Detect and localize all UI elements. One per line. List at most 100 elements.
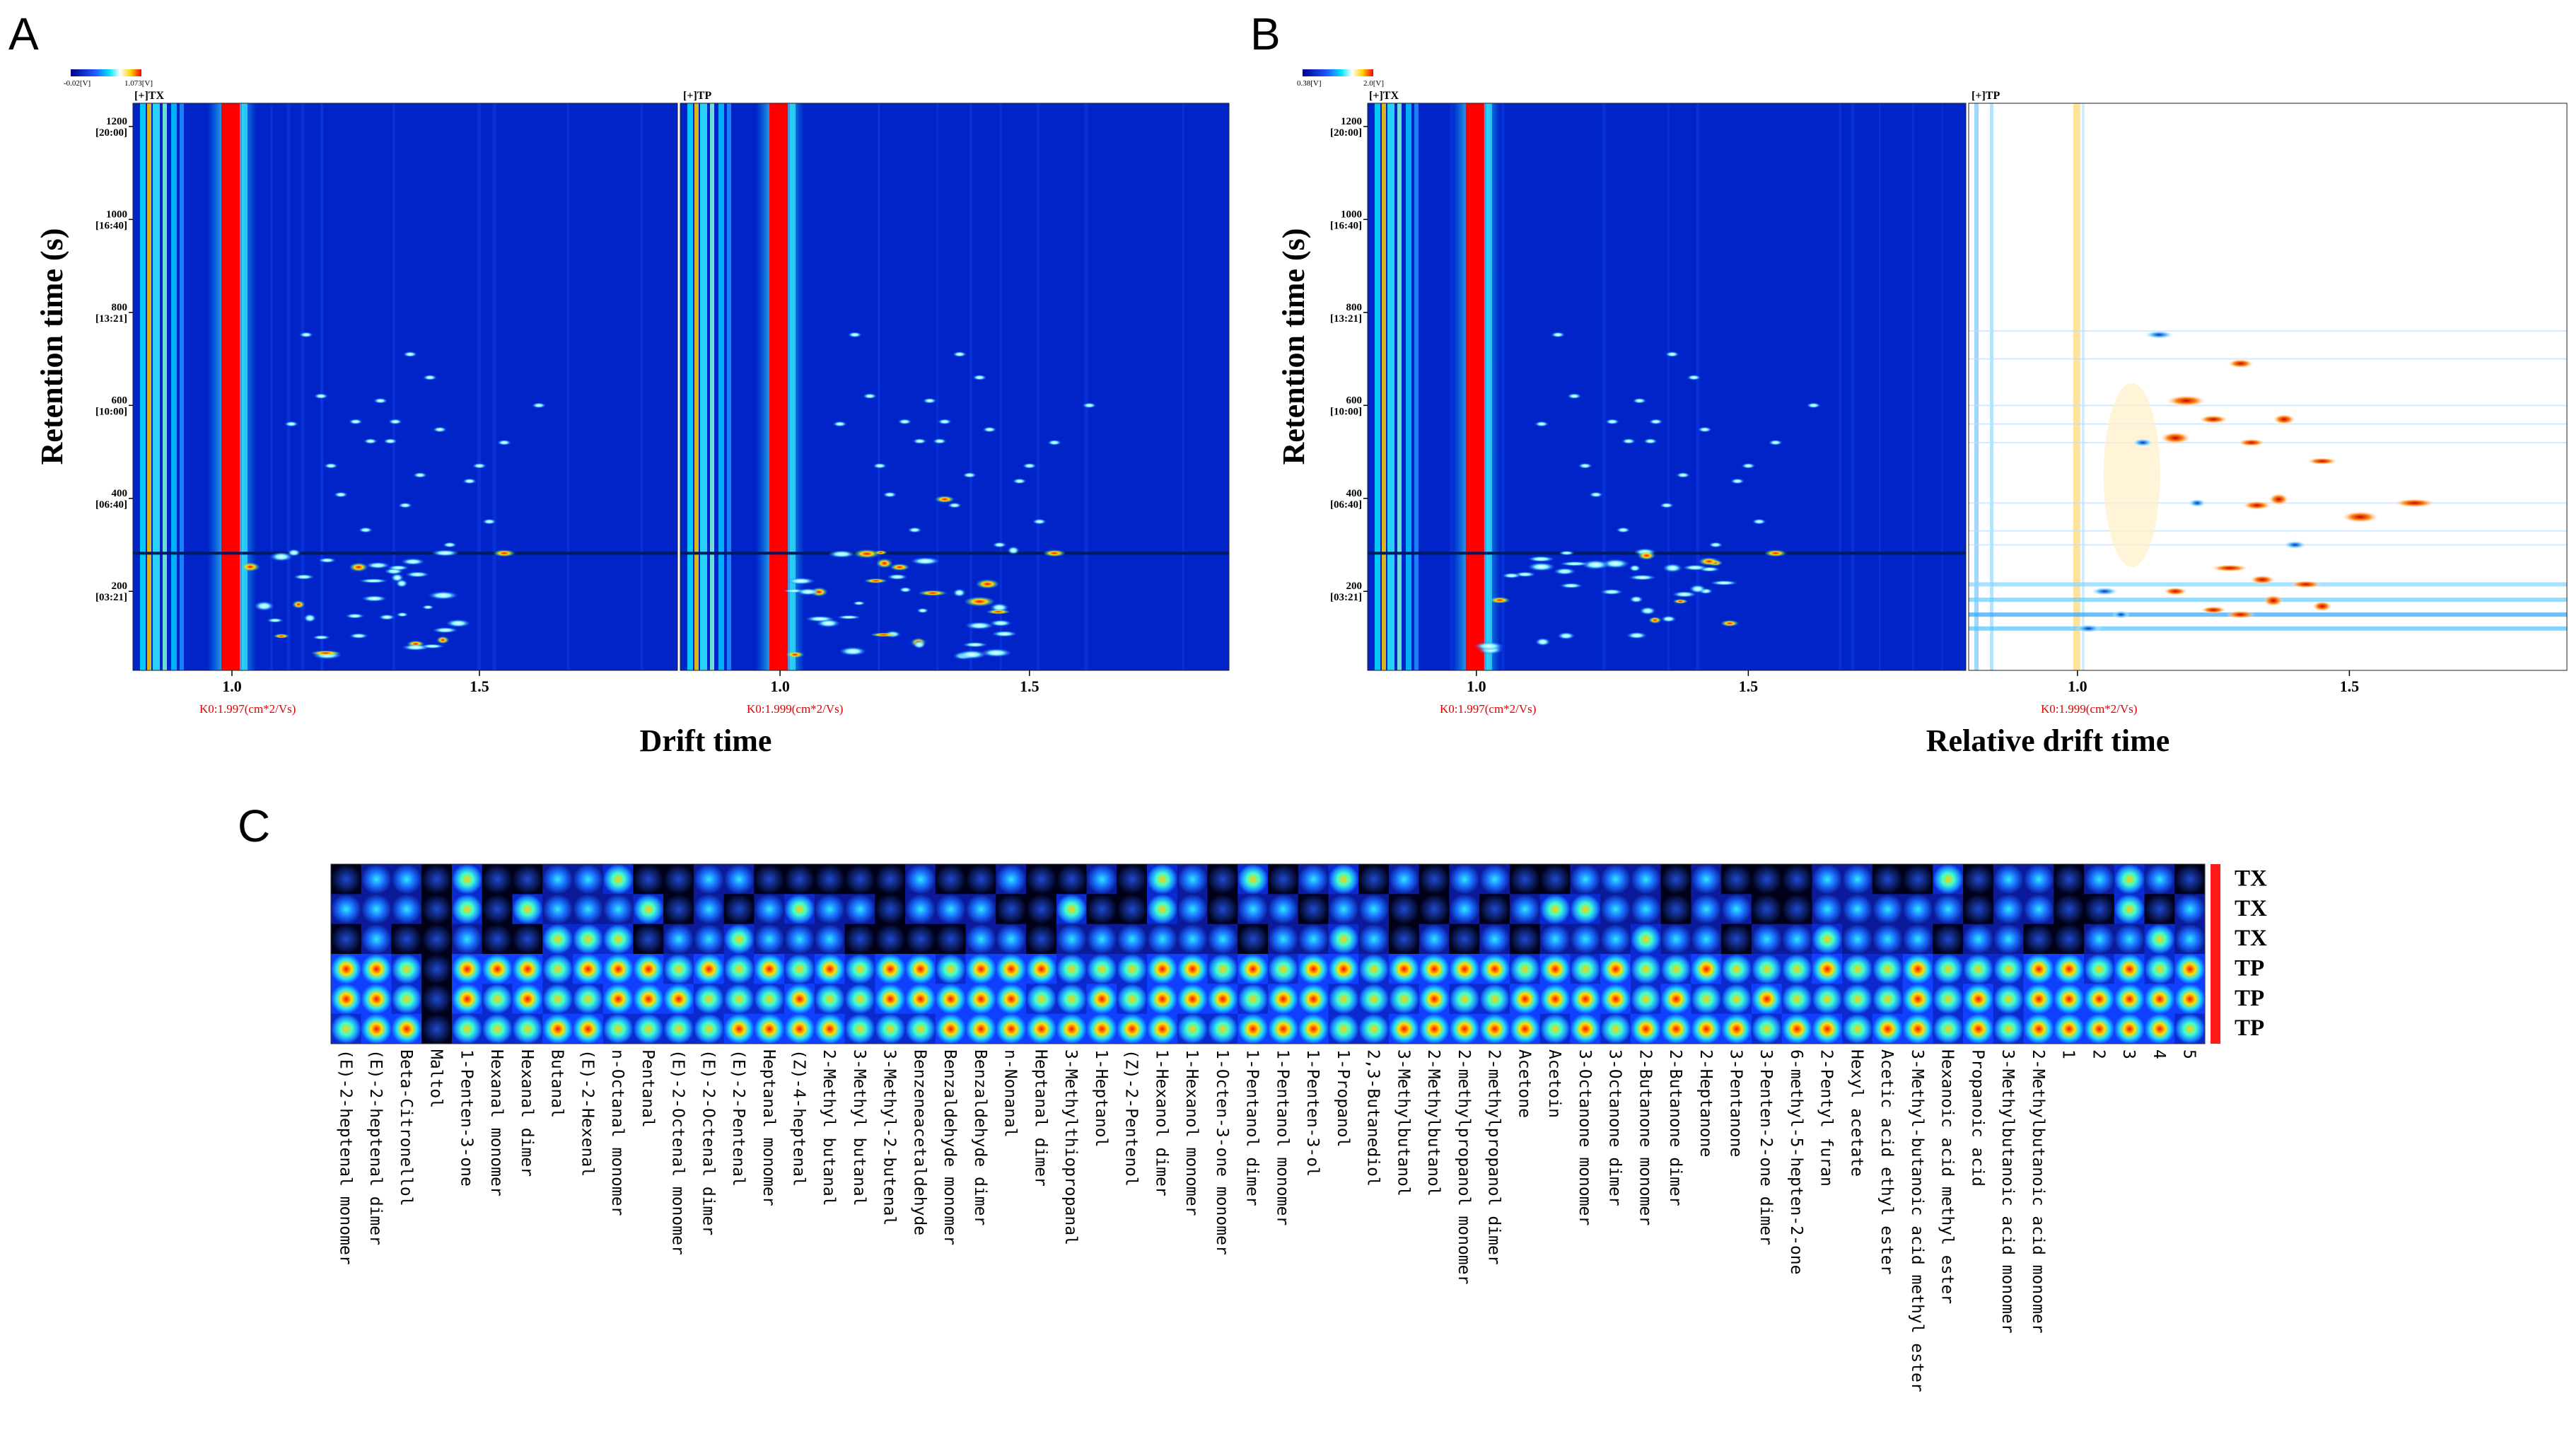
- heatmap-cell: [663, 864, 694, 895]
- panel-b-plot-tx-streak: [1696, 103, 1700, 670]
- heatmap-column-label: 2-Methylbutanol: [1424, 1049, 1443, 1196]
- heatmap-cell: [935, 984, 967, 1015]
- panel-b-plot-tx-baseline-dip: [1368, 552, 1966, 555]
- panel-a-plot-tx-peak: [363, 438, 378, 444]
- heatmap-cell: [1207, 924, 1238, 955]
- heatmap-cell: [2084, 1013, 2115, 1044]
- heatmap-cell: [1147, 984, 1178, 1015]
- panel-b-plot-tp-difference-increase-spot: [2268, 493, 2290, 506]
- heatmap-column-label: 1-Pentanol dimer: [1243, 1049, 1262, 1206]
- panel-b-plot-tp-difference-increase-spot: [2272, 414, 2296, 425]
- heatmap-cell: [1933, 984, 1964, 1015]
- heatmap-cell: [1479, 864, 1510, 895]
- heatmap-cell: [1479, 1013, 1510, 1044]
- heatmap-frame: [330, 863, 2206, 1044]
- panel-a-plot-tp-peak: [1047, 439, 1062, 445]
- panel-b-plot-tp-difference-increase-spot: [2227, 359, 2254, 368]
- heatmap-cell: [663, 984, 694, 1015]
- panel-a-plot-tp-streak: [936, 103, 939, 670]
- panel-b-plot-tx-peak: [1662, 563, 1683, 573]
- heatmap-cell: [1842, 894, 1873, 925]
- panel-a-plot-tp-peak: [832, 421, 847, 427]
- heatmap-cell: [996, 864, 1027, 895]
- panel-b-plot-tp-difference-residual-line: [1969, 626, 2567, 631]
- panel-a-plot-tp-peak: [870, 632, 897, 637]
- heatmap-cell: [723, 924, 755, 955]
- panel-b-plot-tp-k0: K0:1.999(cm*2/Vs): [2041, 702, 2137, 716]
- heatmap-cell: [1963, 954, 1994, 984]
- panel-a-plot-tx-peak: [443, 542, 457, 548]
- heatmap-cell: [875, 864, 906, 895]
- heatmap-cell: [1117, 894, 1148, 925]
- panel-a-plot-tp-rip-edge: [790, 103, 796, 670]
- heatmap-column-label: 3-Methylbutanol: [1394, 1049, 1412, 1196]
- heatmap-cell: [1630, 954, 1662, 984]
- panel-b-plot-tx-streak: [1941, 103, 1943, 670]
- panel-a-plot-tx-peak: [349, 419, 363, 425]
- heatmap-cell: [633, 984, 664, 1015]
- heatmap-cell: [1933, 864, 1964, 895]
- heatmap-cell: [875, 924, 906, 955]
- heatmap-cell: [1691, 954, 1722, 984]
- panel-b-plot-tp-difference-residual-line: [1969, 582, 2567, 587]
- heatmap-column-label: 1-Octen-3-one monomer: [1213, 1049, 1231, 1255]
- heatmap-column-label: 1-Heptanol: [1092, 1049, 1110, 1147]
- panel-a-plot-tp-peak: [1043, 549, 1066, 557]
- heatmap-cell: [2144, 894, 2175, 925]
- heatmap-cell: [2084, 864, 2115, 895]
- panel-b-plot-tx-peak: [1643, 438, 1658, 444]
- panel-a-plot-tp-peak: [932, 438, 947, 444]
- heatmap-cell: [875, 984, 906, 1015]
- heatmap-cell: [512, 984, 543, 1015]
- heatmap-cell: [391, 1013, 422, 1044]
- heatmap-column-label: 2-methylpropanol monomer: [1455, 1049, 1473, 1284]
- heatmap-cell: [1117, 924, 1148, 955]
- heatmap-column-label: Maltol: [427, 1049, 446, 1108]
- panel-a-plot-tx-peak: [446, 619, 471, 628]
- heatmap-cell: [1177, 924, 1209, 955]
- heatmap-cell: [633, 864, 664, 895]
- heatmap-column-label: Pentanal: [639, 1049, 657, 1128]
- heatmap-cell: [1751, 864, 1783, 895]
- panel-b-plot-tp-difference-xtick-label: 1.0: [2068, 677, 2087, 695]
- heatmap-cell: [451, 984, 483, 1015]
- panel-a-plot-tx-peak: [334, 491, 348, 498]
- heatmap-cell: [1993, 1013, 2025, 1044]
- heatmap-cell: [482, 864, 513, 895]
- heatmap-column-label: (Z)-4-heptenal: [790, 1049, 808, 1187]
- panel-a-plot-tp-peak: [982, 426, 997, 433]
- heatmap-cell: [1086, 984, 1117, 1015]
- heatmap-cell: [1388, 1013, 1420, 1044]
- panel-b-plot-tx-peak: [1768, 439, 1783, 445]
- heatmap-cell: [1660, 924, 1691, 955]
- heatmap-column-label: Hexanal monomer: [487, 1049, 506, 1196]
- panel-b-plot-tp-difference-increase-spot: [2306, 458, 2339, 465]
- heatmap-cell: [693, 1013, 725, 1044]
- heatmap-cell: [1570, 954, 1601, 984]
- heatmap-cell: [2084, 924, 2115, 955]
- panel-a-plot-tx-streak: [392, 103, 396, 670]
- heatmap-column-label: Beta-Citronellol: [397, 1049, 415, 1206]
- heatmap-cell: [1539, 984, 1571, 1015]
- panel-a-plot-tx-xtick-label: 1.0: [222, 677, 242, 695]
- heatmap-cell: [1509, 924, 1541, 955]
- heatmap-cell: [844, 984, 875, 1015]
- panel-a-plot-tp-peak: [796, 588, 820, 595]
- heatmap-cell: [2054, 864, 2085, 895]
- heatmap-cell: [1177, 984, 1209, 1015]
- heatmap-cell: [1479, 924, 1510, 955]
- heatmap-cell: [1781, 894, 1812, 925]
- panel-a-plot-tp-peak: [989, 619, 1013, 627]
- panel-a-plot-tx-peak: [388, 419, 402, 425]
- heatmap-cell: [1358, 1013, 1390, 1044]
- heatmap-cell: [1268, 984, 1299, 1015]
- heatmap-cell: [2114, 1013, 2145, 1044]
- heatmap-cell: [602, 864, 634, 895]
- heatmap-column-label: (E)-2-heptenal dimer: [366, 1049, 385, 1245]
- heatmap-cell: [1902, 894, 1933, 925]
- panel-a-plot-tx-peak: [387, 565, 409, 571]
- panel-a-plot-tx-peak: [273, 634, 290, 639]
- heatmap-cell: [1660, 984, 1691, 1015]
- panel-b-plot-tx-peak: [1501, 572, 1522, 578]
- heatmap-cell: [1902, 954, 1933, 984]
